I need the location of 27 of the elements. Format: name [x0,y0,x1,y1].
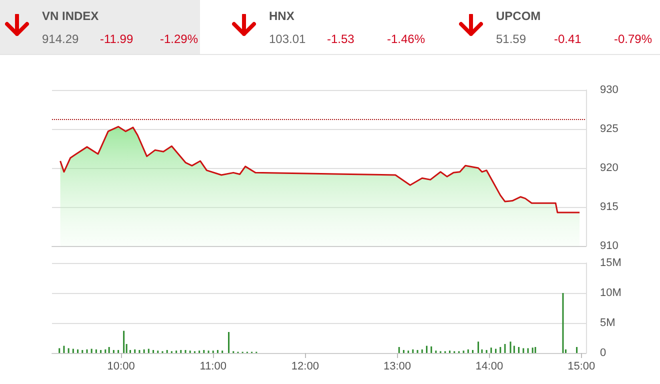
text: 51.59 [496,32,526,46]
x-tick-label: 12:00 [291,360,319,372]
text: -1.46% [387,32,426,46]
text: VN INDEX [42,9,99,23]
text: UPCOM [496,9,541,23]
x-tick-label: 13:00 [383,360,412,372]
text: HNX [269,9,294,23]
text: 914.29 [42,32,79,46]
text: -11.99 [100,32,134,46]
y-tick-label: 5M [600,317,616,329]
text: -1.53 [327,32,354,46]
y-tick-label: 15M [600,257,622,269]
x-tick-label: 15:00 [568,360,596,372]
text: 103.01 [269,32,306,46]
x-tick-label: 14:00 [476,360,504,372]
y-tick-label: 925 [600,123,618,135]
x-tick-label: 11:00 [200,360,226,372]
y-tick-label: 910 [600,240,618,252]
text: -1.29% [160,32,198,46]
x-tick-label: 10:00 [107,360,135,372]
text: -0.79% [614,32,652,46]
y-tick-label: 920 [600,162,618,174]
text: -0.41 [554,32,582,46]
y-tick-label: 915 [600,201,618,213]
y-tick-label: 0 [600,347,606,359]
y-tick-label: 10M [600,287,622,299]
y-tick-label: 930 [600,84,618,96]
